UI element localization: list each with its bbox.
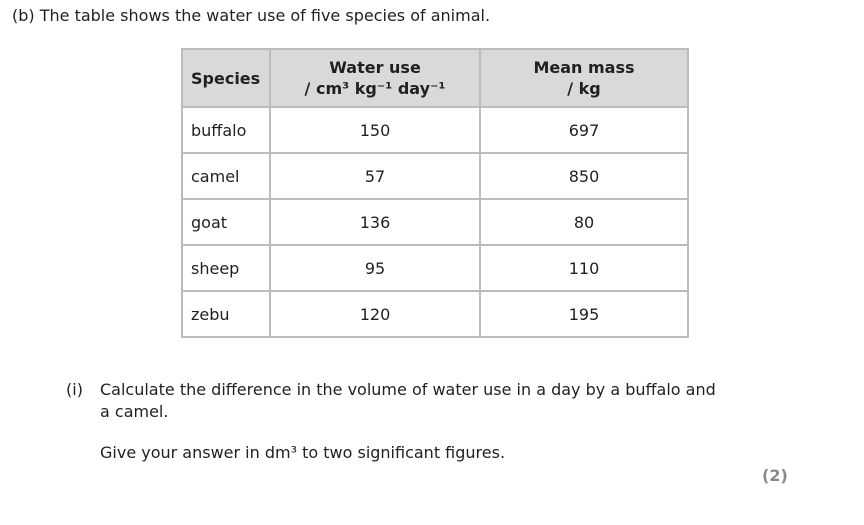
mean-mass-cell: 110 [479, 244, 689, 292]
question-b-text: (b) The table shows the water use of fiv… [12, 6, 491, 25]
header-water-use: Water use / cm³ kg⁻¹ day⁻¹ [269, 48, 481, 108]
marks: (2) [762, 466, 788, 485]
species-cell: zebu [181, 290, 271, 338]
mean-mass-cell: 850 [479, 152, 689, 200]
water-use-cell: 95 [269, 244, 481, 292]
header-mean-mass: Mean mass / kg [479, 48, 689, 108]
table-row: goat 136 80 [181, 198, 689, 246]
species-cell: buffalo [181, 106, 271, 154]
species-cell: camel [181, 152, 271, 200]
table-row: buffalo 150 697 [181, 106, 689, 154]
part-i-line1: Calculate the difference in the volume o… [100, 380, 716, 399]
table-row: sheep 95 110 [181, 244, 689, 292]
mean-mass-cell: 195 [479, 290, 689, 338]
table-row: camel 57 850 [181, 152, 689, 200]
part-i-label: (i) [66, 380, 83, 399]
water-use-cell: 120 [269, 290, 481, 338]
table-row: zebu 120 195 [181, 290, 689, 338]
water-use-cell: 136 [269, 198, 481, 246]
header-species: Species [181, 48, 271, 108]
water-use-cell: 57 [269, 152, 481, 200]
mean-mass-cell: 80 [479, 198, 689, 246]
part-i-line2: a camel. [100, 402, 169, 421]
water-use-cell: 150 [269, 106, 481, 154]
part-i-instruction: Give your answer in dm³ to two significa… [100, 443, 506, 462]
species-cell: sheep [181, 244, 271, 292]
water-use-table: Species Water use / cm³ kg⁻¹ day⁻¹ Mean m… [181, 48, 689, 338]
mean-mass-cell: 697 [479, 106, 689, 154]
species-cell: goat [181, 198, 271, 246]
